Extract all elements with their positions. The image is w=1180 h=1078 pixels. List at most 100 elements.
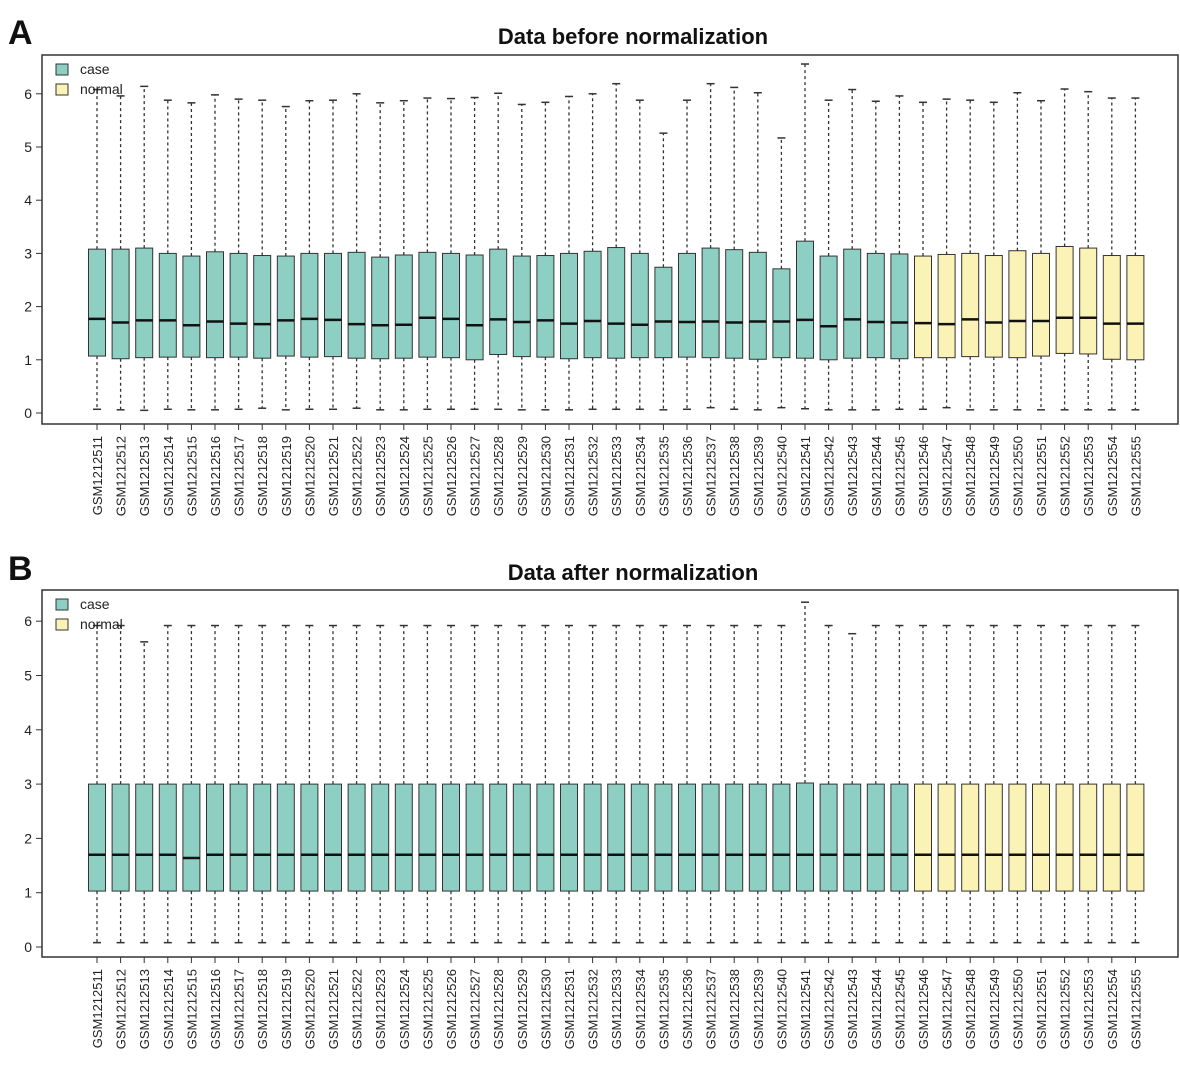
box-GSM1212517	[229, 624, 248, 944]
plot-frame	[41, 54, 1179, 425]
x-tick-label: GSM1212524	[397, 436, 412, 516]
iqr-box	[536, 255, 555, 358]
x-tick-label: GSM1212534	[633, 436, 648, 516]
y-tick-label: 6	[24, 613, 32, 629]
x-tick-label: GSM1212544	[869, 436, 884, 516]
x-tick-label: GSM1212528	[491, 436, 506, 516]
y-tick-label: 3	[24, 245, 32, 261]
legend: case normal	[55, 61, 123, 97]
box-GSM1212531	[560, 624, 578, 944]
x-tick-label: GSM1212550	[1010, 969, 1025, 1049]
box-GSM1212546	[914, 624, 932, 944]
iqr-box	[654, 783, 673, 892]
x-tick-label: GSM1212512	[114, 969, 129, 1049]
box-GSM1212553	[1079, 624, 1098, 944]
iqr-box	[135, 247, 154, 359]
iqr-box	[418, 783, 437, 892]
box-GSM1212515	[182, 102, 201, 411]
iqr-box	[88, 248, 106, 357]
legend-swatch-normal	[55, 83, 69, 96]
iqr-box	[583, 783, 602, 892]
box-GSM1212538	[725, 624, 744, 944]
y-tick-label: 0	[24, 405, 32, 421]
box-GSM1212551	[1032, 624, 1050, 944]
box-GSM1212528	[489, 92, 508, 411]
iqr-box	[866, 783, 885, 892]
box-GSM1212516	[206, 624, 224, 944]
iqr-box	[701, 783, 720, 892]
x-tick-label: GSM1212535	[656, 969, 671, 1049]
box-GSM1212522	[347, 624, 366, 944]
box-GSM1212513	[135, 85, 154, 412]
x-tick-label: GSM1212513	[137, 436, 152, 516]
box-GSM1212520	[300, 624, 319, 944]
legend-swatch-case	[55, 598, 69, 611]
box-GSM1212525	[418, 97, 437, 411]
box-GSM1212530	[536, 624, 555, 944]
panel-b-title: Data after normalization	[508, 560, 759, 585]
box-GSM1212523	[371, 624, 390, 944]
y-tick-label: 1	[24, 885, 32, 901]
x-tick-label: GSM1212524	[397, 969, 412, 1049]
x-tick-label: GSM1212548	[963, 436, 978, 516]
iqr-box	[158, 783, 177, 892]
box-GSM1212521	[324, 624, 342, 944]
x-tick-label: GSM1212529	[515, 969, 530, 1049]
box-GSM1212537	[701, 82, 720, 409]
iqr-box	[725, 249, 744, 359]
iqr-box	[489, 248, 508, 355]
x-tick-label: GSM1212514	[161, 436, 176, 516]
box-GSM1212548	[961, 624, 980, 944]
x-tick-label: GSM1212526	[444, 436, 459, 516]
box-GSM1212518	[253, 624, 272, 944]
box-GSM1212529	[512, 103, 531, 411]
x-tick-label: GSM1212512	[114, 436, 129, 516]
x-tick-label: GSM1212536	[680, 436, 695, 516]
x-tick-label: GSM1212541	[798, 436, 813, 516]
box-GSM1212544	[866, 100, 885, 411]
iqr-box	[182, 783, 201, 892]
iqr-box	[1055, 783, 1074, 892]
iqr-box	[796, 240, 814, 359]
panel-a-title: Data before normalization	[498, 24, 768, 49]
x-tick-label: GSM1212550	[1010, 436, 1025, 516]
x-tick-label: GSM1212546	[916, 436, 931, 516]
iqr-box	[890, 253, 909, 360]
box-GSM1212512	[111, 624, 130, 944]
iqr-box	[394, 783, 413, 892]
y-tick-label: 6	[24, 86, 32, 102]
x-tick-label: GSM1212548	[963, 969, 978, 1049]
y-tick-label: 1	[24, 352, 32, 368]
box-GSM1212548	[961, 99, 980, 411]
iqr-box	[937, 253, 956, 359]
iqr-box	[796, 782, 814, 892]
iqr-box	[772, 783, 791, 892]
iqr-box	[748, 251, 767, 360]
x-tick-label: GSM1212521	[326, 436, 341, 516]
x-tick-label: GSM1212554	[1105, 436, 1120, 516]
box-GSM1212543	[843, 88, 862, 411]
x-tick-label: GSM1212537	[704, 436, 719, 516]
x-tick-label: GSM1212511	[90, 969, 105, 1048]
iqr-box	[607, 783, 626, 892]
iqr-box	[1079, 247, 1098, 355]
iqr-box	[253, 255, 272, 359]
iqr-box	[135, 783, 154, 892]
iqr-box	[300, 783, 319, 892]
box-GSM1212531	[560, 95, 578, 411]
box-GSM1212535	[654, 624, 673, 944]
y-tick-label: 2	[24, 299, 32, 315]
box-GSM1212553	[1079, 90, 1098, 411]
x-tick-label: GSM1212551	[1034, 969, 1049, 1049]
x-tick-label: GSM1212540	[774, 969, 789, 1049]
y-tick-label: 2	[24, 830, 32, 846]
iqr-box	[843, 248, 862, 359]
iqr-box	[630, 783, 649, 892]
box-GSM1212524	[394, 99, 413, 411]
legend-label-case: case	[80, 61, 110, 77]
x-tick-label: GSM1212517	[232, 969, 247, 1049]
x-tick-label: GSM1212537	[704, 969, 719, 1049]
x-tick-label: GSM1212532	[586, 436, 601, 516]
iqr-box	[1102, 255, 1121, 360]
box-GSM1212518	[253, 99, 272, 409]
